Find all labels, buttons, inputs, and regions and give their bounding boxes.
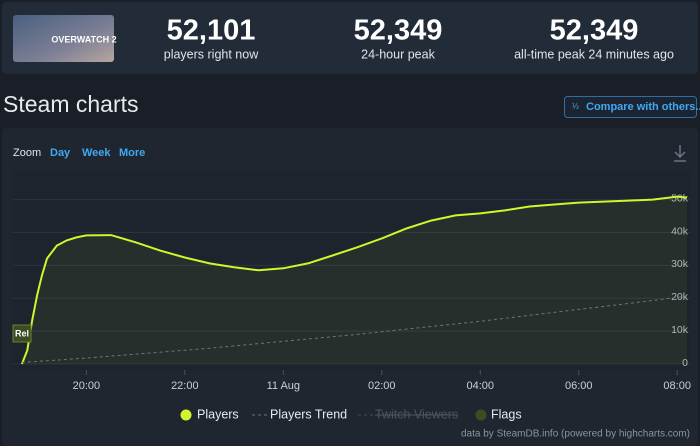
compare-label: Compare with others... bbox=[586, 101, 700, 113]
stat-value: 52,349 bbox=[550, 15, 639, 47]
x-tick-label: 08:00 bbox=[663, 380, 691, 392]
stat-caption: players right now bbox=[164, 47, 259, 61]
flag[interactable] bbox=[12, 324, 32, 343]
x-tick-label: 04:00 bbox=[466, 380, 494, 392]
y-tick-label: 10k bbox=[671, 324, 689, 336]
zoom-label: Zoom bbox=[13, 147, 41, 159]
x-tick-label: 22:00 bbox=[171, 380, 199, 392]
stats-panel bbox=[2, 2, 698, 74]
game-logo[interactable] bbox=[13, 15, 114, 62]
flag-label: Rel bbox=[15, 328, 29, 338]
legend-label[interactable]: Players bbox=[197, 407, 239, 421]
y-tick-label: 30k bbox=[671, 258, 689, 270]
zoom-option[interactable]: Day bbox=[50, 147, 71, 159]
download-icon[interactable] bbox=[674, 145, 686, 162]
x-tick-label: 02:00 bbox=[368, 380, 396, 392]
stat-caption: 24-hour peak bbox=[361, 47, 435, 61]
legend-label[interactable]: Twitch Viewers bbox=[375, 407, 458, 421]
x-tick-label: 20:00 bbox=[73, 380, 101, 392]
stat-value: 52,349 bbox=[354, 15, 443, 47]
legend-label[interactable]: Players Trend bbox=[270, 407, 347, 421]
y-tick-label: 0 bbox=[682, 357, 688, 369]
game-name: OVERWATCH 2 bbox=[51, 34, 116, 44]
series-area bbox=[21, 196, 688, 364]
x-tick-label: 06:00 bbox=[565, 380, 593, 392]
series-line bbox=[21, 295, 688, 363]
stat-value: 52,101 bbox=[167, 15, 256, 47]
legend-label[interactable]: Flags bbox=[491, 407, 522, 421]
stat-caption: all-time peak 24 minutes ago bbox=[514, 47, 674, 61]
section-title: Steam charts bbox=[3, 91, 139, 117]
y-tick-label: 40k bbox=[671, 225, 689, 237]
x-tick-label: 11 Aug bbox=[267, 380, 300, 392]
compare-button[interactable] bbox=[564, 96, 697, 118]
footer: data by SteamDB.info (powered by highcha… bbox=[461, 429, 690, 440]
zoom-option[interactable]: Week bbox=[82, 147, 111, 159]
legend-marker[interactable] bbox=[180, 409, 192, 421]
compare-icon: ⅓ bbox=[572, 102, 579, 111]
zoom-option[interactable]: More bbox=[119, 147, 145, 159]
y-tick-label: 50k bbox=[671, 192, 689, 204]
series-line bbox=[20, 195, 688, 365]
legend-marker[interactable] bbox=[475, 409, 487, 421]
